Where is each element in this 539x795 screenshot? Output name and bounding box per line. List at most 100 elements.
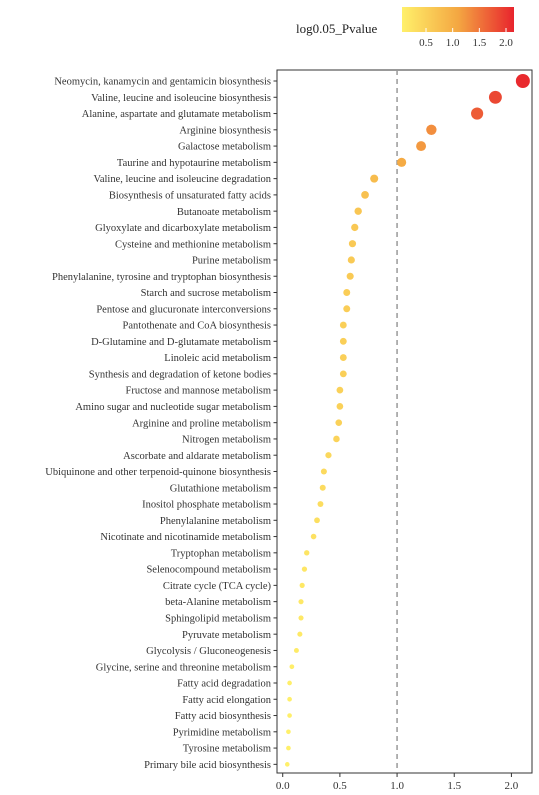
plot-area [276, 69, 533, 774]
y-tick-label: Arginine and proline metabolism [132, 418, 271, 429]
y-tick-label: Pantothenate and CoA biosynthesis [123, 321, 271, 332]
data-point [515, 74, 530, 88]
y-tick-label: Valine, leucine and isoleucine degradati… [93, 174, 271, 185]
y-tick-label: Starch and sucrose metabolism [141, 288, 271, 299]
x-tick-label: 1.0 [390, 780, 404, 792]
x-tick-label: 0.5 [333, 780, 347, 792]
data-point [335, 419, 343, 426]
y-tick-label: Cysteine and methionine metabolism [115, 239, 271, 250]
data-point [320, 468, 327, 475]
data-point [325, 452, 332, 459]
y-axis-labels: Neomycin, kanamycin and gentamicin biosy… [45, 77, 271, 771]
y-tick-label: Purine metabolism [192, 256, 271, 267]
y-tick-label: Amino sugar and nucleotide sugar metabol… [75, 402, 271, 413]
y-tick-label: Pyruvate metabolism [182, 630, 271, 641]
data-point [348, 240, 357, 248]
legend-tick-label: 2.0 [499, 37, 513, 49]
data-point [343, 305, 351, 313]
data-point [333, 435, 340, 443]
data-point [285, 762, 290, 767]
data-point [336, 403, 344, 410]
data-point [287, 713, 292, 718]
data-point [304, 550, 310, 556]
data-point [289, 664, 295, 670]
y-tick-label: Arginine biosynthesis [179, 125, 271, 136]
data-point [339, 337, 347, 345]
y-tick-label: Inositol phosphate metabolism [142, 500, 271, 511]
data-point [370, 174, 379, 183]
legend: log0.05_Pvalue 0.5 1.0 1.5 2.0 [296, 7, 514, 49]
y-tick-label: Glutathione metabolism [170, 483, 271, 494]
x-tick-label: 0.0 [276, 780, 290, 792]
x-axis: 0.0 0.5 1.0 1.5 2.0 [276, 773, 519, 792]
data-point [339, 321, 347, 329]
data-point [346, 272, 354, 280]
legend-ticks: 0.5 1.0 1.5 2.0 [419, 28, 513, 49]
y-tick-label: Fructose and mannose metabolism [125, 386, 271, 397]
y-tick-label: Linoleic acid metabolism [164, 353, 271, 364]
y-tick-label: Selenocompound metabolism [146, 565, 271, 576]
y-tick-label: Fatty acid degradation [177, 679, 272, 690]
data-point [314, 517, 320, 524]
data-point [351, 223, 359, 232]
data-point [287, 680, 292, 686]
legend-tick-label: 1.0 [446, 37, 460, 49]
legend-color-bar [402, 7, 514, 32]
data-point [488, 90, 502, 104]
y-tick-label: Sphingolipid metabolism [165, 614, 271, 625]
y-tick-label: Phenylalanine metabolism [160, 516, 271, 527]
y-tick-label: Biosynthesis of unsaturated fatty acids [109, 190, 271, 201]
y-tick-label: Ubiquinone and other terpenoid-quinone b… [45, 467, 271, 478]
data-point [287, 696, 292, 702]
data-point [286, 729, 291, 735]
data-points [285, 74, 530, 767]
data-point [354, 207, 362, 215]
data-point [471, 107, 484, 120]
legend-tick-label: 1.5 [472, 37, 486, 49]
y-tick-label: Glycine, serine and threonine metabolism [96, 662, 271, 673]
y-tick-label: Glycolysis / Gluconeogenesis [146, 646, 271, 657]
x-tick-label: 2.0 [505, 780, 519, 792]
legend-tick-label: 0.5 [419, 37, 433, 49]
y-tick-label: Pentose and glucuronate interconversions [96, 304, 271, 315]
legend-title: log0.05_Pvalue [296, 21, 377, 36]
y-tick-label: Alanine, aspartate and glutamate metabol… [82, 109, 271, 120]
data-point [397, 157, 407, 167]
data-point [286, 745, 291, 751]
data-point [299, 582, 305, 588]
y-tick-label: Synthesis and degradation of ketone bodi… [89, 369, 271, 380]
y-tick-label: Valine, leucine and isoleucine biosynthe… [91, 93, 271, 104]
data-point [339, 354, 347, 362]
y-tick-label: Taurine and hypotaurine metabolism [117, 158, 271, 169]
y-tick-label: Fatty acid elongation [182, 695, 271, 706]
y-tick-label: Fatty acid biosynthesis [175, 711, 271, 722]
y-tick-label: Glyoxylate and dicarboxylate metabolism [95, 223, 271, 234]
y-tick-label: Tyrosine metabolism [183, 744, 271, 755]
y-tick-label: Nitrogen metabolism [182, 435, 271, 446]
data-point [339, 370, 347, 378]
plot-frame [276, 69, 533, 774]
y-tick-label: Pyrimidine metabolism [173, 727, 271, 738]
data-point [347, 256, 355, 264]
y-tick-label: Nicotinate and nicotinamide metabolism [100, 532, 271, 543]
data-point [293, 647, 299, 653]
y-tick-label: D-Glutamine and D-glutamate metabolism [91, 337, 271, 348]
data-point [319, 484, 326, 491]
data-point [297, 631, 303, 637]
y-tick-label: Neomycin, kanamycin and gentamicin biosy… [54, 77, 271, 88]
y-tick-label: Ascorbate and aldarate metabolism [123, 451, 271, 462]
data-point [317, 501, 324, 507]
data-point [343, 289, 351, 296]
data-point [336, 386, 344, 394]
x-tick-label: 1.5 [447, 780, 461, 792]
data-point [301, 566, 308, 572]
data-point [298, 615, 304, 621]
y-axis-ticks [273, 80, 277, 765]
data-point [298, 599, 304, 605]
y-tick-label: Citrate cycle (TCA cycle) [163, 581, 272, 592]
y-tick-label: Butanoate metabolism [177, 207, 271, 218]
data-point [426, 124, 437, 135]
y-tick-label: Galactose metabolism [178, 142, 271, 153]
y-tick-label: Primary bile acid biosynthesis [144, 760, 271, 771]
